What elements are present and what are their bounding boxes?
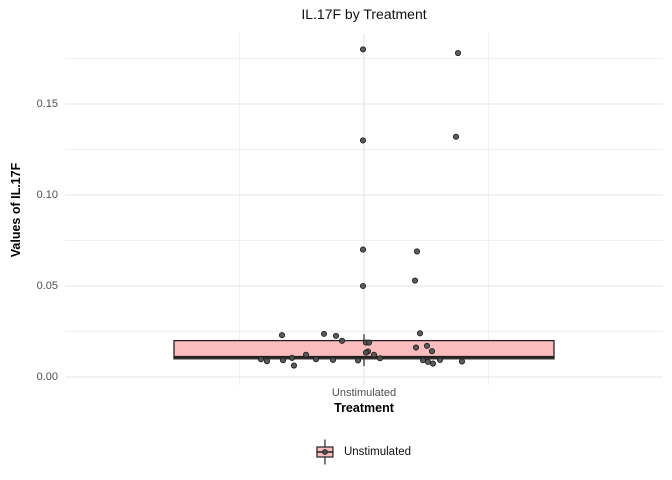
jitter-point (412, 344, 420, 351)
legend-key-point (322, 449, 328, 455)
legend-boxplot-key-icon (316, 439, 334, 465)
jitter-point (359, 282, 367, 290)
jitter-point (376, 355, 384, 362)
jitter-point (365, 339, 373, 346)
jitter-point (454, 49, 462, 57)
jitter-point (329, 356, 337, 363)
jitter-point (257, 356, 265, 363)
plot-panel (65, 33, 663, 385)
y-tick-label: 0.10 (36, 188, 58, 201)
jitter-point (370, 351, 378, 358)
y-axis-title: Values of IL.17F (9, 162, 23, 258)
jitter-point (263, 358, 271, 365)
jitter-point (290, 362, 298, 369)
jitter-point (359, 46, 367, 53)
jitter-point (362, 349, 370, 356)
legend-label: Unstimulated (343, 446, 412, 458)
y-tick-label: 0.00 (36, 370, 58, 383)
jitter-point (428, 348, 436, 355)
jitter-point (423, 342, 431, 349)
jitter-point (279, 357, 287, 364)
jitter-point (436, 356, 444, 363)
plot-title: IL.17F by Treatment (301, 6, 427, 22)
y-tick-label: 0.05 (36, 279, 58, 292)
jitter-point (411, 277, 419, 284)
x-axis-title: Treatment (334, 401, 394, 415)
jitter-point (416, 330, 424, 337)
jitter-point (359, 137, 367, 144)
jitter-point (302, 351, 310, 358)
jitter-point (278, 332, 286, 339)
x-tick-label: Unstimulated (331, 387, 397, 399)
jitter-point (413, 248, 421, 255)
jitter-point (424, 358, 432, 365)
jitter-point (288, 354, 296, 361)
jitter-point (429, 360, 437, 367)
jitter-point (312, 356, 320, 363)
jitter-point (419, 357, 427, 364)
jitter-point (332, 332, 340, 339)
jitter-point (452, 133, 460, 140)
jitter-point (354, 357, 362, 364)
jitter-point (338, 337, 346, 344)
jitter-point (458, 358, 466, 365)
jitter-point (320, 330, 328, 337)
legend: Unstimulated (315, 438, 411, 466)
y-tick-label: 0.15 (36, 97, 58, 110)
jitter-point (359, 246, 367, 253)
